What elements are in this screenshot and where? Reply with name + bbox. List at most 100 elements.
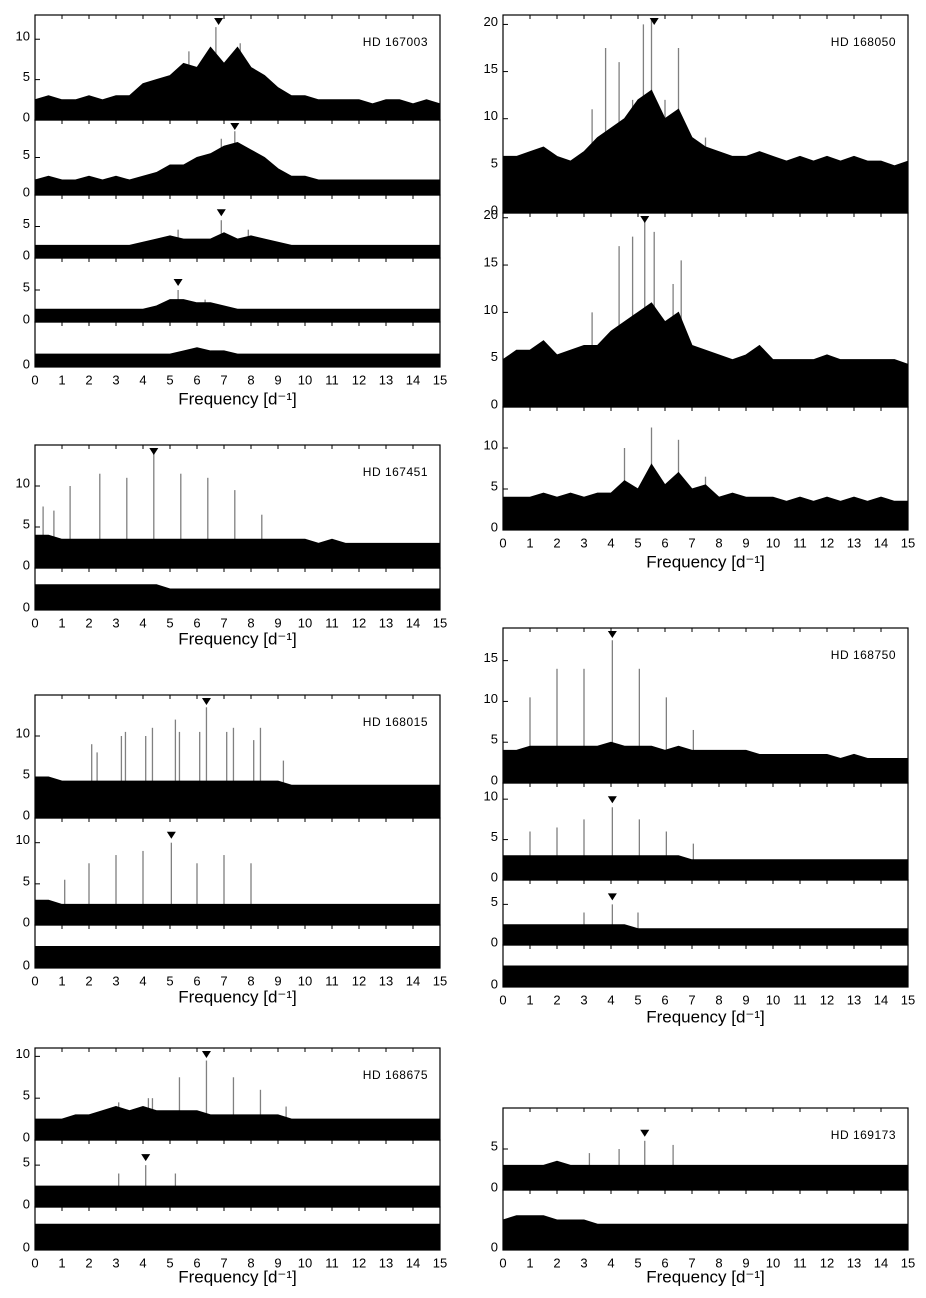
x-tick-label: 13 [847,992,861,1007]
x-tick-label: 1 [58,1255,65,1270]
x-tick-label: 8 [247,372,254,387]
x-tick-label: 5 [166,1255,173,1270]
panel-frame [502,944,909,988]
x-tick-label: 5 [634,535,641,550]
y-tick-label: 10 [484,108,498,123]
y-tick-label: 0 [23,1196,30,1211]
panel-frame [34,924,441,969]
x-tick-label: 5 [634,1255,641,1270]
y-tick-label: 0 [491,772,498,787]
x-axis-label: Frequency [d⁻¹] [178,389,297,408]
x-tick-label: 13 [379,615,393,630]
y-tick-label: 5 [491,1138,498,1153]
x-tick-label: 3 [112,615,119,630]
x-tick-label: 7 [688,992,695,1007]
y-tick-label: 5 [491,349,498,364]
star-name: HD 168050 [831,35,896,49]
x-tick-label: 5 [166,973,173,988]
y-tick-label: 0 [23,184,30,199]
x-tick-label: 1 [58,973,65,988]
y-tick-label: 15 [484,254,498,269]
x-tick-label: 0 [31,615,38,630]
x-tick-label: 8 [715,992,722,1007]
x-tick-label: 10 [298,973,312,988]
y-tick-label: 0 [23,807,30,822]
star-name: HD 168015 [363,715,428,729]
periodogram [502,924,909,946]
x-tick-label: 14 [874,1255,888,1270]
x-tick-label: 11 [325,615,339,630]
y-tick-label: 0 [491,934,498,949]
x-tick-label: 11 [325,372,339,387]
x-tick-label: 12 [352,973,366,988]
y-tick-label: 5 [491,732,498,747]
x-tick-label: 14 [874,992,888,1007]
x-tick-label: 3 [580,992,587,1007]
y-tick-label: 0 [491,1239,498,1254]
x-tick-label: 3 [112,973,119,988]
x-tick-label: 1 [526,992,533,1007]
y-tick-label: 15 [484,650,498,665]
x-tick-label: 4 [607,1255,614,1270]
x-axis-label: Frequency [d⁻¹] [646,1007,765,1026]
peak-marker [607,893,617,901]
periodogram [34,776,441,819]
x-tick-label: 14 [406,973,420,988]
x-tick-label: 6 [193,615,200,630]
x-tick-label: 9 [274,615,281,630]
x-tick-label: 11 [793,535,807,550]
periodogram [502,855,909,881]
y-tick-label: 5 [23,1088,30,1103]
x-tick-label: 2 [553,535,560,550]
x-tick-label: 4 [139,1255,146,1270]
x-tick-label: 8 [715,1255,722,1270]
periodogram [34,1106,441,1141]
star-name: HD 168675 [363,1068,428,1082]
y-tick-label: 10 [16,725,30,740]
x-tick-label: 4 [139,973,146,988]
y-tick-label: 5 [491,829,498,844]
x-tick-label: 7 [688,535,695,550]
x-tick-label: 6 [193,973,200,988]
periodogram [502,89,909,214]
peak-marker [607,631,617,638]
x-tick-label: 6 [193,372,200,387]
x-tick-label: 4 [607,992,614,1007]
panel-frame [34,567,441,611]
x-tick-label: 15 [901,1255,915,1270]
x-tick-label: 12 [352,615,366,630]
x-tick-label: 8 [247,1255,254,1270]
x-tick-label: 9 [742,1255,749,1270]
x-axis-label: Frequency [d⁻¹] [646,1267,765,1286]
x-tick-label: 13 [379,973,393,988]
x-tick-label: 7 [220,615,227,630]
x-tick-label: 6 [661,992,668,1007]
peak-marker [216,209,226,217]
x-tick-label: 6 [193,1255,200,1270]
x-tick-label: 14 [406,372,420,387]
x-tick-label: 2 [85,615,92,630]
x-axis-label: Frequency [d⁻¹] [178,1267,297,1286]
peak-marker [173,279,183,286]
y-tick-label: 10 [16,1046,30,1061]
periodogram [502,1160,909,1191]
x-tick-label: 11 [325,1255,339,1270]
x-tick-label: 15 [433,372,447,387]
y-tick-label: 0 [491,976,498,991]
x-tick-label: 2 [553,992,560,1007]
x-tick-label: 3 [580,1255,587,1270]
x-tick-label: 1 [526,535,533,550]
x-tick-label: 15 [901,992,915,1007]
x-tick-label: 9 [274,973,281,988]
star-name: HD 168750 [831,648,896,662]
x-axis-label: Frequency [d⁻¹] [646,552,765,571]
x-tick-label: 0 [499,992,506,1007]
y-tick-label: 0 [23,957,30,972]
peak-marker [166,831,176,839]
periodogram [502,302,909,408]
x-tick-label: 9 [742,992,749,1007]
periodogram [34,899,441,926]
y-tick-label: 5 [491,155,498,170]
